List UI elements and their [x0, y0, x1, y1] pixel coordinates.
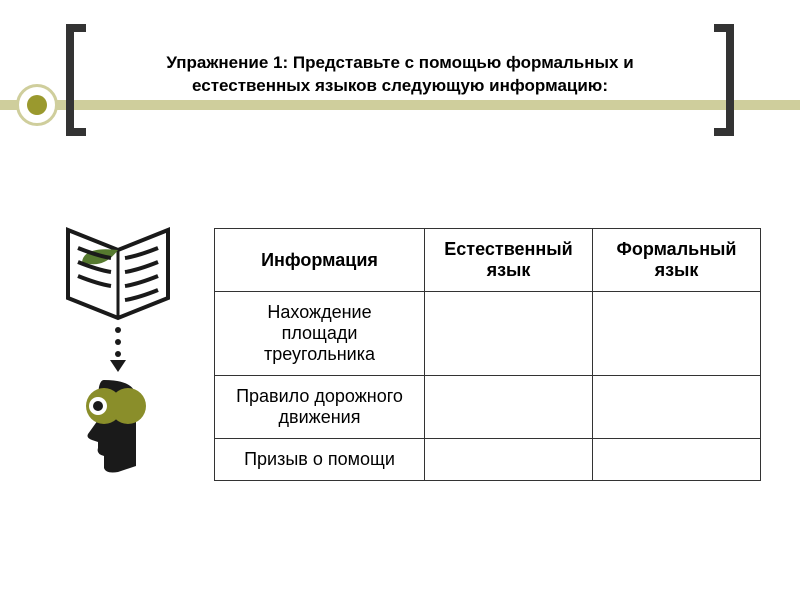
bullet-decoration	[16, 84, 58, 126]
col-header-formal: Формальный язык	[593, 229, 761, 292]
cell-natural	[425, 292, 593, 376]
table-row: Правило дорожного движения	[215, 376, 761, 439]
arrow-down-icon	[110, 327, 126, 372]
cell-info: Призыв о помощи	[215, 439, 425, 481]
cell-info: Правило дорожного движения	[215, 376, 425, 439]
cell-formal	[593, 292, 761, 376]
table-row: Призыв о помощи	[215, 439, 761, 481]
clipart-illustration	[48, 220, 188, 480]
table-header-row: Информация Естественный язык Формальный …	[215, 229, 761, 292]
col-header-natural: Естественный язык	[425, 229, 593, 292]
cell-natural	[425, 376, 593, 439]
exercise-table: Информация Естественный язык Формальный …	[214, 228, 761, 481]
table-row: Нахождение площади треугольника	[215, 292, 761, 376]
open-book-icon	[68, 230, 168, 318]
cell-natural	[425, 439, 593, 481]
page-title: Упражнение 1: Представьте с помощью форм…	[110, 52, 690, 98]
cell-info: Нахождение площади треугольника	[215, 292, 425, 376]
right-bracket-icon	[710, 24, 734, 136]
cell-formal	[593, 376, 761, 439]
left-bracket-icon	[66, 24, 90, 136]
bullet-dot-icon	[27, 95, 47, 115]
open-book-reader-icon	[48, 220, 188, 480]
col-header-info: Информация	[215, 229, 425, 292]
cell-formal	[593, 439, 761, 481]
reader-face-icon	[86, 380, 146, 473]
